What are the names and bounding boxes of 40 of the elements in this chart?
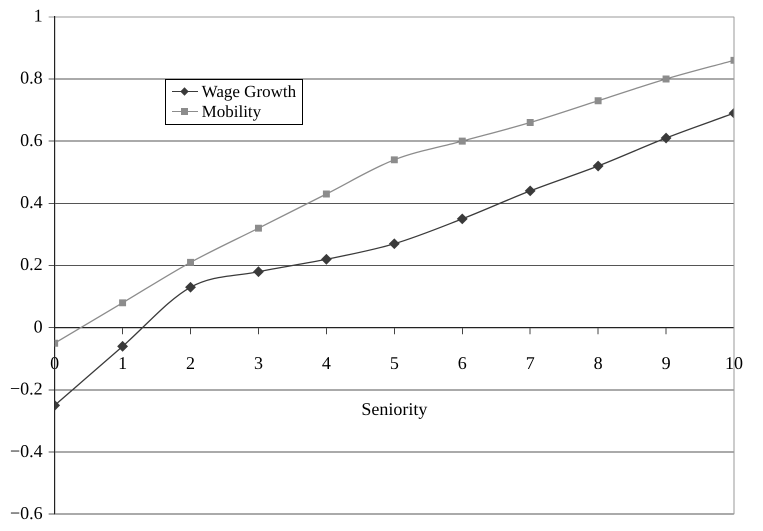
point [254, 224, 262, 232]
x-tick-label: 8 [594, 353, 603, 374]
y-tick-label: 0.6 [20, 130, 43, 150]
point [525, 186, 536, 196]
x-tick-label: 5 [390, 353, 399, 374]
x-tick-label: 3 [254, 353, 263, 374]
y-tick-label: −0.4 [10, 440, 43, 461]
x-tick-label: 7 [526, 353, 535, 374]
x-tick-label: 9 [662, 353, 671, 374]
x-tick-label: 1 [118, 353, 128, 374]
x-axis-title: Seniority [361, 398, 428, 419]
point [592, 160, 604, 172]
y-tick-label: −0.2 [10, 378, 43, 399]
y-tick-label: 0.8 [20, 68, 43, 88]
point [253, 266, 264, 277]
point [594, 97, 602, 104]
x-tick-label: 2 [186, 353, 196, 374]
x-tick-label: 10 [725, 353, 743, 374]
x-tick-label: 6 [458, 353, 467, 374]
point [390, 156, 398, 164]
point [660, 132, 672, 144]
point [185, 282, 196, 292]
legend-label: Mobility [202, 102, 262, 122]
y-tick-label: 0.2 [20, 254, 43, 274]
x-tick-label: 4 [322, 353, 331, 374]
point [321, 254, 332, 264]
point [458, 138, 466, 145]
point [119, 299, 126, 306]
point [526, 119, 534, 126]
y-tick-label: 0 [34, 316, 43, 336]
legend-label: Wage Growth [202, 82, 296, 102]
point [662, 75, 670, 82]
point [457, 214, 468, 224]
y-tick-label: 1 [34, 6, 43, 26]
y-tick-label: 0.4 [20, 192, 43, 212]
point [389, 238, 400, 249]
point [187, 258, 194, 266]
point [117, 341, 128, 352]
point [322, 190, 330, 198]
y-tick-label: −0.6 [10, 502, 43, 523]
